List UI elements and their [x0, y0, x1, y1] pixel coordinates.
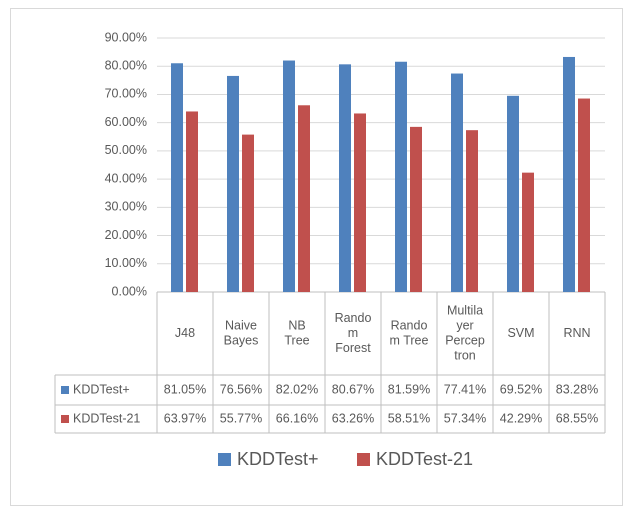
- x-tick-label: tron: [454, 348, 476, 362]
- bar: [227, 75, 239, 292]
- table-value: 76.56%: [220, 382, 262, 396]
- x-tick-label: m: [348, 326, 358, 340]
- bar: [283, 60, 295, 292]
- x-tick-label: J48: [175, 326, 195, 340]
- x-tick-label: m Tree: [390, 333, 429, 347]
- x-tick-label: Tree: [284, 333, 309, 347]
- table-series-name: KDDTest-21: [73, 411, 140, 425]
- y-tick-label: 80.00%: [105, 59, 147, 73]
- legend-key: [61, 386, 69, 394]
- legend-label: KDDTest+: [237, 449, 319, 469]
- bar: [451, 73, 463, 293]
- table-value: 55.77%: [220, 411, 262, 425]
- legend-key: [218, 453, 231, 466]
- table-value: 81.05%: [164, 382, 206, 396]
- table-value: 83.28%: [556, 382, 598, 396]
- y-tick-label: 0.00%: [112, 284, 147, 298]
- table-value: 82.02%: [276, 382, 318, 396]
- x-tick-label: Forest: [335, 341, 371, 355]
- table-value: 66.16%: [276, 411, 318, 425]
- x-tick-label: yer: [456, 318, 473, 332]
- bar: [578, 98, 590, 292]
- x-tick-label: SVM: [507, 326, 534, 340]
- table-value: 81.59%: [388, 382, 430, 396]
- table-value: 63.97%: [164, 411, 206, 425]
- chart-frame: [10, 8, 623, 506]
- bar: [563, 56, 575, 292]
- bar: [242, 134, 254, 292]
- table-value: 69.52%: [500, 382, 542, 396]
- table-value: 68.55%: [556, 411, 598, 425]
- legend-key: [357, 453, 370, 466]
- table-value: 42.29%: [500, 411, 542, 425]
- bar: [186, 111, 198, 292]
- y-tick-label: 20.00%: [105, 228, 147, 242]
- x-tick-label: Rando: [335, 311, 372, 325]
- y-tick-label: 90.00%: [105, 30, 147, 44]
- bar: [354, 113, 366, 293]
- y-tick-label: 60.00%: [105, 115, 147, 129]
- bar: [395, 61, 407, 292]
- bar: [298, 105, 310, 293]
- table-value: 63.26%: [332, 411, 374, 425]
- bar: [339, 64, 351, 293]
- legend-label: KDDTest-21: [376, 449, 473, 469]
- bar: [171, 63, 183, 293]
- bar: [522, 172, 534, 292]
- y-tick-label: 50.00%: [105, 143, 147, 157]
- y-tick-label: 70.00%: [105, 87, 147, 101]
- x-tick-label: Bayes: [224, 333, 259, 347]
- legend-key: [61, 415, 69, 423]
- bar: [507, 95, 519, 293]
- x-tick-label: Rando: [391, 318, 428, 332]
- x-tick-label: Naive: [225, 318, 257, 332]
- bar: [466, 130, 478, 292]
- x-tick-label: Percep: [445, 333, 485, 347]
- table-series-name: KDDTest+: [73, 382, 130, 396]
- x-tick-label: Multila: [447, 303, 483, 317]
- x-tick-label: NB: [288, 318, 305, 332]
- table-value: 77.41%: [444, 382, 486, 396]
- table-value: 57.34%: [444, 411, 486, 425]
- bar: [410, 126, 422, 292]
- y-tick-label: 30.00%: [105, 200, 147, 214]
- y-tick-label: 40.00%: [105, 171, 147, 185]
- x-tick-label: RNN: [563, 326, 590, 340]
- table-value: 80.67%: [332, 382, 374, 396]
- y-tick-label: 10.00%: [105, 256, 147, 270]
- table-value: 58.51%: [388, 411, 430, 425]
